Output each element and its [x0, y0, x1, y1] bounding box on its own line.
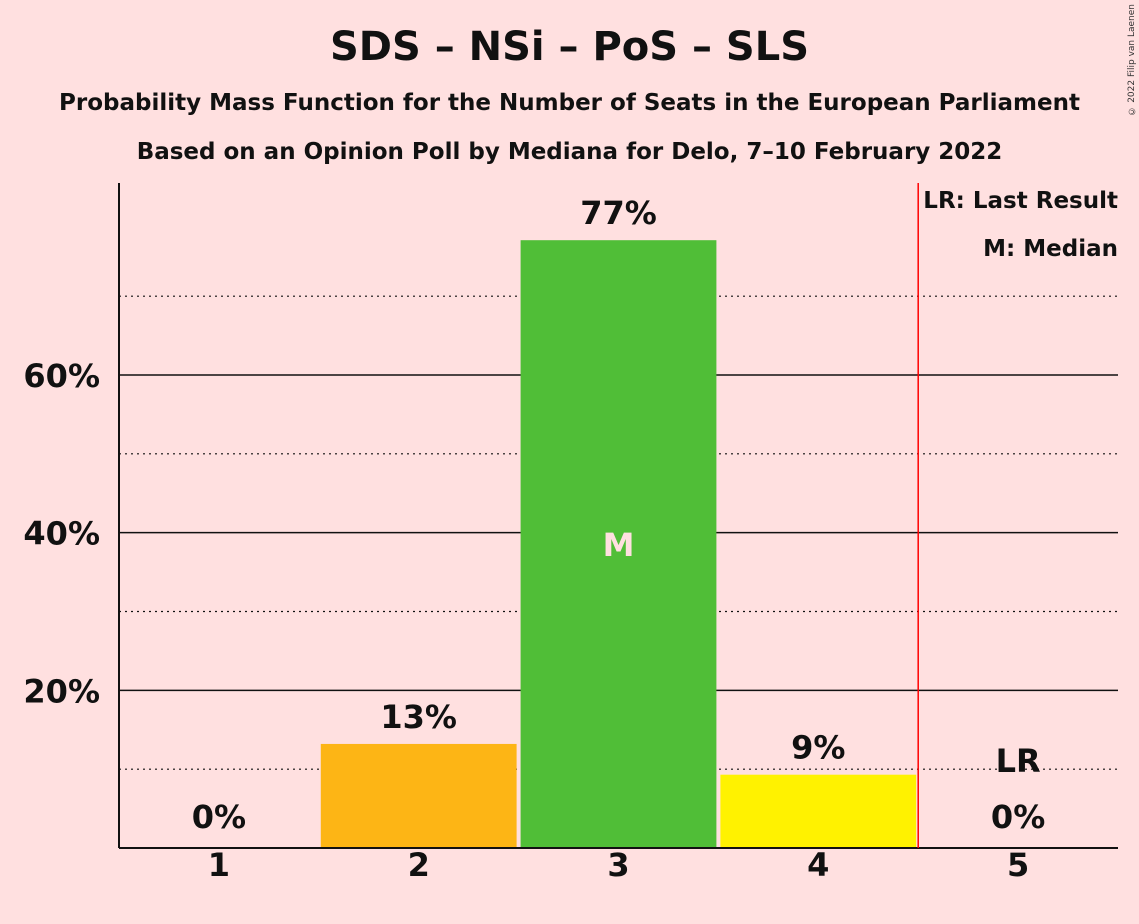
labels: 0% 1 13% 2 77% 3 M 9% 4 0% 5 LR — [192, 183, 1045, 884]
y-tick-label: 40% — [23, 515, 100, 553]
x-tick-label-3: 3 — [607, 846, 629, 884]
y-tick-label: 20% — [23, 672, 100, 710]
bar-3 — [520, 240, 717, 848]
x-tick-label-4: 4 — [807, 846, 829, 884]
chart-subtitle-source: Based on an Opinion Poll by Mediana for … — [136, 139, 1003, 165]
bar-4 — [720, 774, 917, 848]
bars — [320, 240, 917, 848]
y-tick-label: 60% — [23, 357, 100, 395]
legend-last-result: LR: Last Result — [923, 188, 1118, 214]
bar-2 — [320, 743, 517, 848]
value-label-1: 0% — [192, 798, 246, 836]
x-tick-label-1: 1 — [208, 846, 230, 884]
legend-median: M: Median — [983, 236, 1118, 262]
last-result-marker: LR — [996, 742, 1041, 780]
value-label-4: 9% — [791, 729, 845, 767]
value-label-2: 13% — [380, 698, 457, 736]
x-tick-label-2: 2 — [408, 846, 430, 884]
x-tick-label-5: 5 — [1007, 846, 1029, 884]
value-label-3: 77% — [580, 194, 657, 232]
axes: 20% 40% 60% — [23, 183, 1118, 849]
chart-subtitle: Probability Mass Function for the Number… — [59, 90, 1080, 116]
median-marker: M — [603, 526, 635, 564]
chart-title: SDS – NSi – PoS – SLS — [329, 24, 810, 70]
value-label-5: 0% — [991, 798, 1045, 836]
